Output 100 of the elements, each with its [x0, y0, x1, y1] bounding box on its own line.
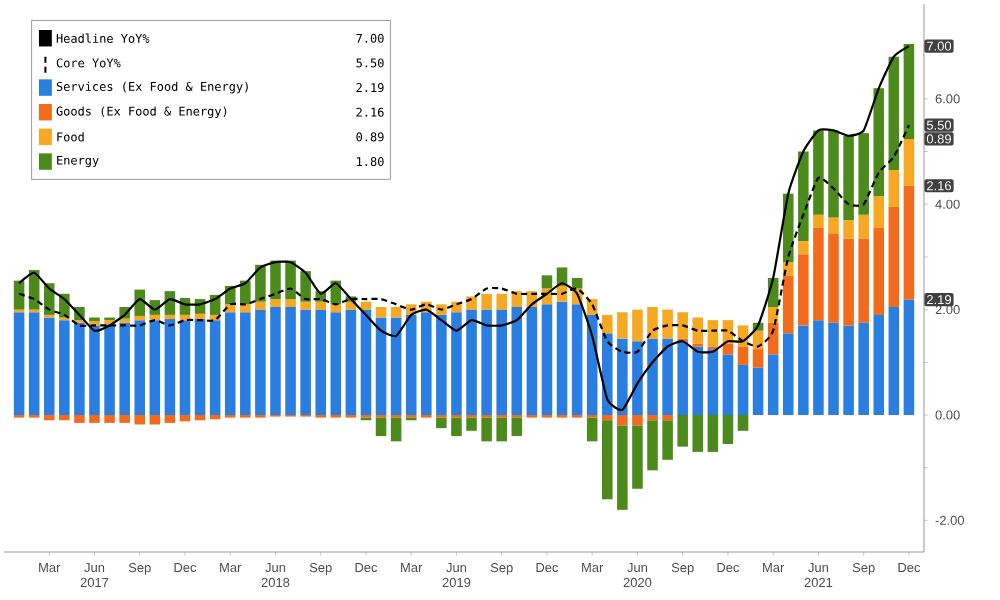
- bar: [828, 233, 839, 323]
- bar: [632, 309, 643, 342]
- bar: [556, 301, 568, 415]
- bar: [134, 415, 146, 425]
- bar: [737, 364, 749, 415]
- bar: [873, 196, 885, 228]
- bar: [451, 417, 462, 437]
- bar: [617, 415, 628, 426]
- bar: [526, 306, 538, 415]
- bar: [647, 338, 658, 415]
- bar: [843, 135, 854, 221]
- bar: [843, 238, 854, 326]
- bar: [647, 306, 658, 339]
- bar: [632, 341, 643, 415]
- bar: [209, 320, 221, 415]
- bar: [451, 312, 462, 415]
- bar: [119, 415, 130, 423]
- bar: [858, 322, 869, 415]
- bar: [285, 299, 296, 307]
- bar: [888, 56, 900, 170]
- bar: [496, 293, 507, 310]
- bar: [813, 227, 824, 321]
- bar: [179, 320, 191, 415]
- bar: [390, 417, 402, 442]
- bar: [843, 325, 854, 415]
- bar: [647, 420, 658, 471]
- bar: [149, 320, 161, 415]
- bar: [179, 415, 191, 422]
- bar: [813, 214, 824, 228]
- bar: [662, 309, 673, 339]
- bar: [104, 324, 115, 415]
- bar: [421, 312, 432, 415]
- bar: [692, 317, 704, 344]
- bar: [707, 349, 719, 415]
- bar: [360, 309, 372, 415]
- bar: [255, 301, 266, 310]
- bar: [632, 415, 643, 426]
- bar: [858, 133, 869, 215]
- bar: [240, 312, 251, 415]
- bar: [43, 317, 55, 415]
- bar: [285, 306, 296, 415]
- bar: [617, 312, 628, 339]
- bar: [828, 130, 839, 218]
- bar: [104, 415, 115, 423]
- bar: [873, 88, 885, 197]
- bar: [466, 417, 477, 431]
- bar: [375, 317, 387, 415]
- bar: [89, 415, 100, 423]
- bar: [436, 314, 447, 415]
- bar: [270, 260, 281, 300]
- bar: [677, 415, 688, 447]
- bar: [496, 309, 507, 415]
- bar: [798, 241, 809, 255]
- bar: [617, 425, 628, 510]
- bar: [28, 312, 40, 415]
- bar: [315, 309, 326, 415]
- bar: [873, 314, 885, 415]
- bar: [255, 309, 266, 415]
- bar: [903, 185, 915, 300]
- bar: [737, 346, 749, 365]
- bar: [722, 415, 734, 444]
- bar: [240, 304, 251, 313]
- bar: [496, 417, 507, 442]
- bar: [134, 315, 146, 321]
- bar: [134, 320, 146, 415]
- bar: [164, 319, 176, 415]
- bar: [405, 314, 417, 415]
- bar: [873, 227, 885, 315]
- bar: [752, 349, 764, 368]
- bar: [647, 415, 658, 421]
- bar: [390, 306, 402, 318]
- bar: [270, 299, 281, 307]
- bar: [602, 420, 613, 500]
- bar: [617, 338, 628, 415]
- bar: [390, 317, 402, 415]
- bar: [511, 306, 523, 415]
- bar: [798, 325, 809, 415]
- bar: [164, 415, 176, 423]
- bar: [798, 254, 809, 326]
- bar: [888, 169, 900, 207]
- bar: [571, 277, 583, 289]
- bar: [707, 320, 719, 347]
- bar: [692, 346, 704, 415]
- bar: [571, 304, 583, 415]
- bar: [662, 415, 673, 421]
- bar: [375, 306, 387, 318]
- bar: [375, 417, 387, 437]
- bar: [858, 214, 869, 239]
- bar: [767, 354, 779, 415]
- bar: [798, 151, 809, 242]
- bar: [300, 309, 311, 415]
- bar: [662, 338, 673, 415]
- bar: [481, 293, 492, 310]
- bar: [89, 325, 100, 415]
- bar: [888, 206, 900, 307]
- bar: [541, 304, 553, 415]
- bar: [782, 333, 794, 415]
- bar: [662, 420, 673, 460]
- bar: [164, 314, 176, 320]
- bar: [224, 312, 236, 415]
